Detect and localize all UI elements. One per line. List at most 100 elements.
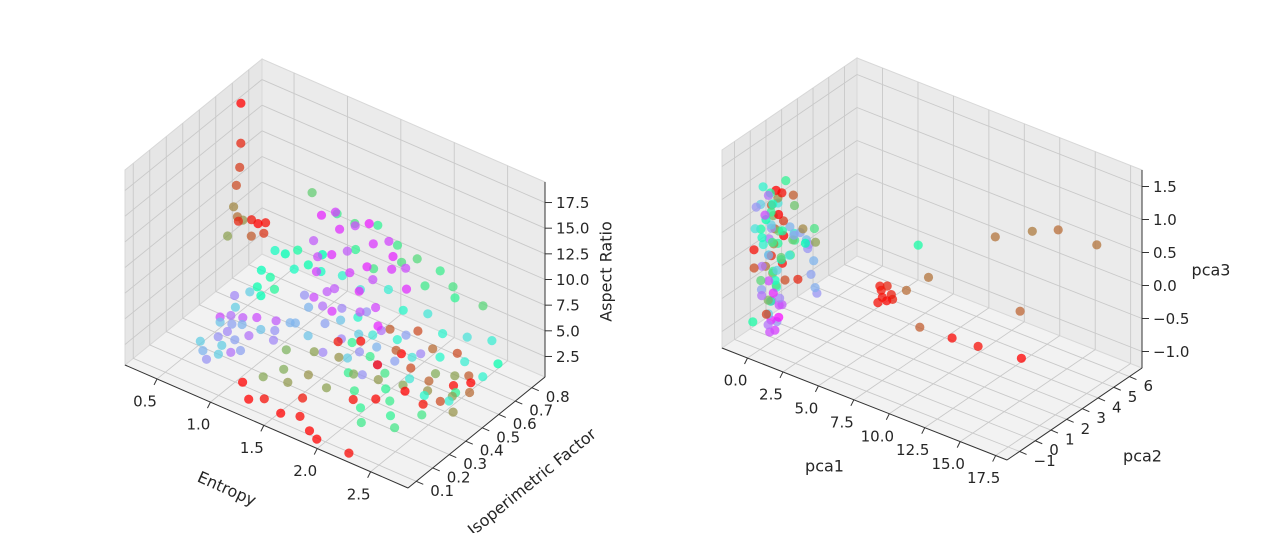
data-point — [407, 352, 417, 362]
data-point — [385, 396, 395, 406]
data-point — [285, 318, 295, 328]
data-point — [756, 275, 766, 286]
gridline — [721, 239, 858, 332]
gridline — [856, 239, 1143, 352]
data-point — [381, 384, 391, 394]
data-point — [750, 224, 760, 234]
data-point — [373, 220, 383, 230]
data-point — [413, 326, 423, 336]
data-point — [303, 331, 313, 341]
x-tick — [921, 427, 926, 434]
gridline — [856, 173, 1143, 286]
y-tick — [465, 440, 473, 445]
data-point — [329, 284, 340, 294]
tick-labels: 0.0 2.5 5.0 7.5 10.012.515.017.5 −10123456−1.… — [724, 178, 1190, 487]
data-point — [430, 369, 441, 379]
data-point — [246, 215, 257, 225]
data-point — [1053, 225, 1063, 235]
data-point — [748, 317, 758, 327]
y-axis-label: pca2 — [1123, 447, 1162, 466]
data-point — [355, 307, 365, 317]
x-tick-label: 1.5 — [240, 439, 264, 457]
data-point — [757, 291, 767, 301]
data-point — [311, 267, 322, 277]
data-point — [347, 337, 357, 348]
x-tick — [814, 385, 819, 393]
y-tick-label: 1 — [1065, 431, 1075, 449]
data-point — [226, 347, 236, 357]
data-point — [342, 353, 353, 363]
data-point — [215, 317, 225, 327]
data-point — [280, 249, 290, 259]
data-point — [406, 363, 416, 373]
data-point — [252, 312, 262, 323]
data-point — [785, 222, 795, 232]
data-point — [810, 283, 820, 293]
data-point — [195, 336, 205, 346]
data-point — [342, 246, 352, 256]
y-tick-label: 4 — [1112, 398, 1122, 416]
data-point — [780, 275, 790, 285]
x-tick-label: 2.5 — [759, 385, 783, 403]
y-tick — [1019, 450, 1027, 455]
x-tick — [956, 441, 961, 448]
gridline — [133, 357, 417, 482]
gridline — [818, 293, 954, 387]
data-point — [321, 383, 332, 393]
z-tick-label: 0.0 — [1153, 277, 1177, 295]
data-point — [793, 274, 803, 284]
data-point — [383, 284, 393, 295]
data-point — [295, 411, 305, 421]
data-point — [256, 291, 266, 301]
data-point — [385, 411, 396, 421]
data-point — [788, 190, 798, 200]
data-point — [757, 261, 767, 271]
gridline — [261, 233, 546, 357]
data-point — [768, 199, 778, 209]
data-point — [387, 264, 397, 274]
z-tick-label: 10.0 — [556, 271, 589, 289]
data-point — [390, 356, 400, 366]
gridline — [889, 321, 1025, 415]
data-point — [412, 254, 422, 264]
data-point — [420, 281, 430, 291]
data-point — [354, 329, 364, 339]
data-point — [947, 333, 957, 343]
data-point — [478, 301, 488, 311]
y-tick — [432, 467, 440, 472]
data-point — [758, 182, 768, 192]
data-point — [316, 210, 327, 220]
data-point — [424, 376, 434, 386]
gridline — [856, 206, 1143, 319]
gridline — [734, 339, 1020, 452]
data-point — [806, 269, 816, 279]
y-tick — [1082, 408, 1090, 413]
data-point — [313, 252, 323, 262]
data-point — [465, 387, 475, 398]
gridline — [721, 140, 858, 233]
data-point — [416, 349, 426, 359]
data-point — [435, 352, 445, 362]
gridline — [797, 296, 1083, 410]
data-point — [270, 325, 280, 336]
data-point — [368, 330, 378, 340]
data-point — [428, 344, 438, 354]
x-tick — [992, 455, 997, 462]
data-point — [368, 239, 378, 249]
data-point — [299, 290, 310, 300]
data-point — [435, 396, 445, 406]
data-point — [873, 298, 883, 308]
tick-labels: 0.51.01.52.02.5 0.10.20.30.40.50.60.70.82… — [133, 194, 589, 503]
data-point — [392, 240, 403, 250]
y-tick — [498, 413, 506, 418]
x-axis-label: Entropy — [195, 467, 260, 510]
data-point — [364, 219, 374, 229]
data-point — [772, 265, 782, 275]
data-point — [417, 410, 427, 420]
z-tick-label: 17.5 — [556, 194, 589, 212]
data-point — [749, 263, 759, 273]
data-point — [438, 329, 448, 339]
data-point — [371, 302, 381, 313]
x-tick-label: 0.0 — [724, 372, 748, 390]
